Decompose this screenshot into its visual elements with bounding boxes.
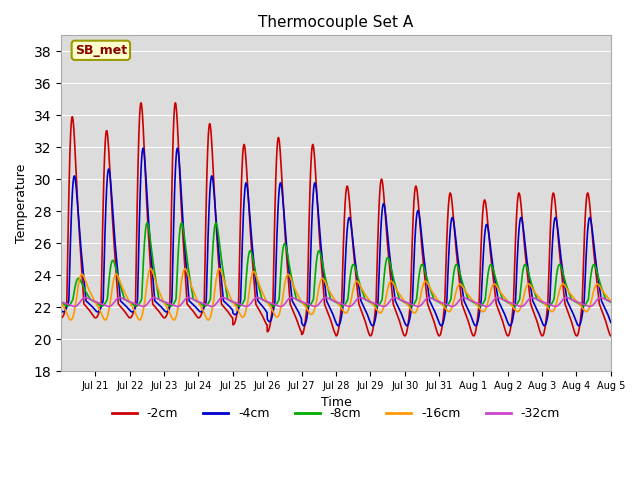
-4cm xyxy=(533,306,541,312)
-32cm xyxy=(369,300,377,306)
-16cm xyxy=(502,296,509,302)
-2cm xyxy=(231,320,239,325)
-8cm xyxy=(600,290,607,296)
-8cm xyxy=(579,303,587,309)
-16cm xyxy=(607,298,614,304)
Text: SB_met: SB_met xyxy=(75,44,127,57)
-4cm xyxy=(403,323,411,329)
-32cm xyxy=(600,296,607,301)
Title: Thermocouple Set A: Thermocouple Set A xyxy=(259,15,413,30)
-2cm xyxy=(600,312,607,317)
-2cm xyxy=(532,317,540,323)
-2cm xyxy=(607,333,614,339)
-8cm xyxy=(532,296,540,301)
Line: -8cm: -8cm xyxy=(61,223,611,306)
-8cm xyxy=(231,300,239,306)
-2cm xyxy=(112,267,120,273)
-32cm xyxy=(607,299,614,305)
Line: -16cm: -16cm xyxy=(61,269,611,320)
-32cm xyxy=(533,297,541,302)
-16cm xyxy=(231,302,239,308)
-4cm xyxy=(600,302,607,308)
-16cm xyxy=(57,300,65,305)
-2cm xyxy=(573,333,580,339)
-8cm xyxy=(369,301,377,307)
-4cm xyxy=(112,250,120,255)
X-axis label: Time: Time xyxy=(321,396,351,409)
-16cm xyxy=(112,271,120,277)
-4cm xyxy=(140,145,147,151)
-32cm xyxy=(57,299,65,305)
-2cm xyxy=(57,315,65,321)
-8cm xyxy=(143,220,151,226)
Line: -32cm: -32cm xyxy=(61,298,611,307)
-16cm xyxy=(533,292,541,298)
-4cm xyxy=(369,323,377,328)
-4cm xyxy=(231,312,239,317)
-32cm xyxy=(494,295,502,300)
Line: -2cm: -2cm xyxy=(61,103,611,336)
-8cm xyxy=(607,300,614,305)
Y-axis label: Temperature: Temperature xyxy=(15,164,28,243)
-8cm xyxy=(502,298,509,304)
Legend: -2cm, -4cm, -8cm, -16cm, -32cm: -2cm, -4cm, -8cm, -16cm, -32cm xyxy=(107,402,565,425)
-4cm xyxy=(607,320,614,325)
-32cm xyxy=(231,300,239,305)
-32cm xyxy=(502,298,509,304)
-2cm xyxy=(502,328,509,334)
-2cm xyxy=(137,100,145,106)
-32cm xyxy=(449,304,456,310)
-16cm xyxy=(205,317,212,323)
-16cm xyxy=(216,266,223,272)
-4cm xyxy=(57,308,65,313)
-8cm xyxy=(57,300,65,305)
-16cm xyxy=(600,289,607,295)
-2cm xyxy=(369,326,377,332)
-32cm xyxy=(112,297,120,303)
-16cm xyxy=(369,302,377,308)
Line: -4cm: -4cm xyxy=(61,148,611,326)
-8cm xyxy=(112,266,120,272)
-4cm xyxy=(502,314,509,320)
